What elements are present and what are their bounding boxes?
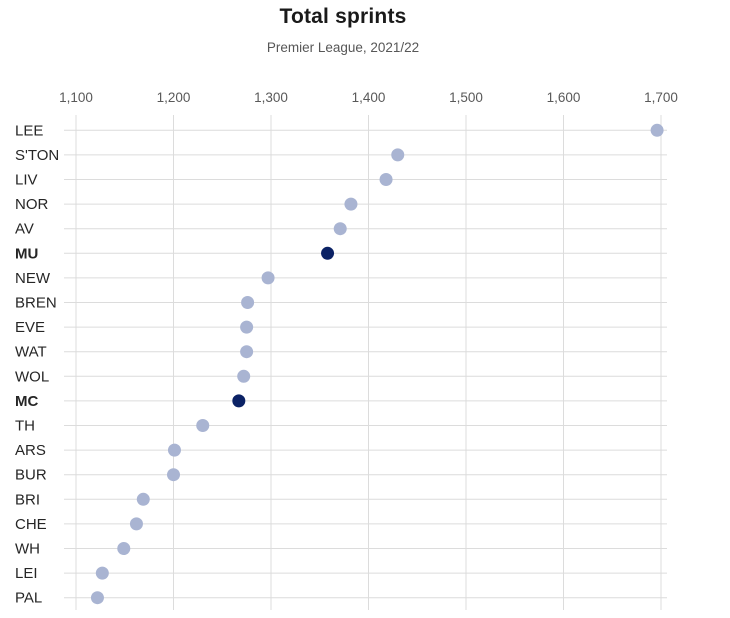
data-point-wh: [117, 542, 131, 555]
data-point-ars: [167, 443, 181, 457]
data-point-bren: [241, 296, 255, 309]
team-label-bri: BRI: [15, 491, 40, 508]
team-label-eve: EVE: [15, 319, 45, 336]
x-tick-label-1600: 1,600: [547, 90, 581, 105]
chart-title: Total sprints: [279, 5, 407, 28]
team-label-liv: LIV: [15, 172, 38, 189]
team-label-lee: LEE: [15, 122, 43, 139]
x-tick-label-1300: 1,300: [254, 90, 288, 105]
x-tick-label-1500: 1,500: [449, 90, 483, 105]
x-tick-label-1400: 1,400: [352, 90, 386, 105]
data-point-nor: [344, 197, 358, 211]
data-point-lei: [95, 566, 109, 580]
data-point-new: [261, 271, 275, 285]
team-label-wol: WOL: [15, 368, 49, 385]
data-point-bri: [136, 492, 150, 506]
data-point-eve: [240, 320, 254, 334]
x-tick-label-1200: 1,200: [157, 90, 191, 105]
data-point-av: [333, 222, 347, 236]
data-point-che: [129, 517, 143, 531]
team-label-wh: WH: [15, 541, 40, 558]
team-label-nor: NOR: [15, 196, 49, 213]
data-point-lee: [650, 123, 664, 137]
team-label-pal: PAL: [15, 590, 42, 607]
team-label-av: AV: [15, 221, 34, 238]
x-tick-label-1100: 1,100: [59, 90, 93, 105]
team-label-wat: WAT: [15, 344, 47, 361]
team-label-che: CHE: [15, 516, 47, 533]
team-label-new: NEW: [15, 270, 51, 287]
data-point-th: [196, 419, 210, 432]
data-point-wol: [237, 369, 251, 383]
team-label-th: TH: [15, 418, 35, 435]
data-point-pal: [90, 591, 104, 605]
team-label-ston: S'TON: [15, 147, 59, 164]
data-point-wat: [240, 345, 254, 359]
data-point-liv: [379, 173, 393, 186]
data-point-ston: [391, 148, 405, 162]
team-label-bur: BUR: [15, 467, 47, 484]
data-point-bur: [167, 468, 180, 482]
x-tick-label-1700: 1,700: [644, 90, 678, 105]
team-label-mu: MU: [15, 245, 38, 262]
chart-subtitle: Premier League, 2021/22: [266, 40, 420, 55]
team-label-bren: BREN: [15, 295, 57, 312]
data-point-mu: [321, 246, 335, 260]
team-label-ars: ARS: [15, 442, 46, 459]
team-label-lei: LEI: [15, 565, 38, 582]
team-label-mc: MC: [15, 393, 38, 410]
chart-header: Total sprints Premier League, 2021/22: [0, 0, 686, 55]
data-point-mc: [232, 394, 246, 408]
